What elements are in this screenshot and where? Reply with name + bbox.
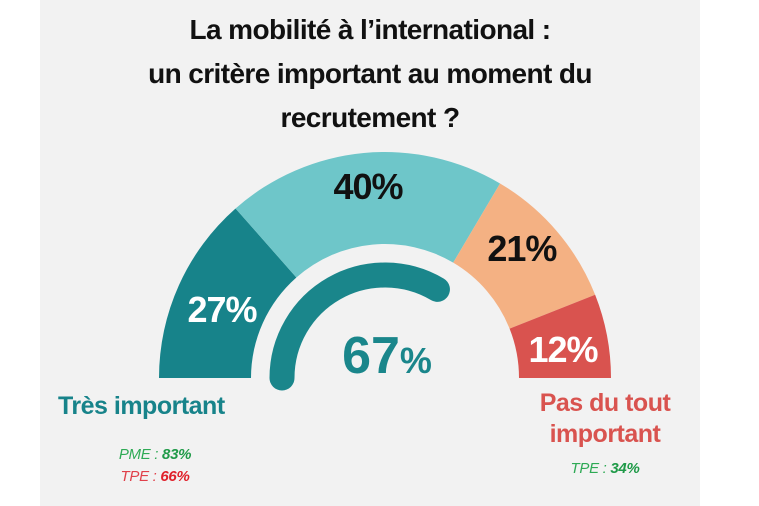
- right-label-line-2: important: [549, 420, 661, 448]
- title-line-1: La mobilité à l’international :: [189, 14, 552, 45]
- data-label-4: 12%: [528, 329, 598, 370]
- gauge-segment-4: [509, 294, 611, 378]
- annotation-tpe-right: TPE : 34%: [545, 460, 665, 477]
- annotation-tpe-left-value: 66%: [160, 468, 190, 485]
- gauge-value-unit: %: [400, 340, 432, 381]
- annotation-pme: PME : 83%: [95, 446, 215, 463]
- annotation-pme-prefix: PME :: [118, 446, 163, 463]
- data-label-2: 40%: [334, 166, 404, 207]
- gauge-segment-3: [453, 183, 596, 329]
- annotation-tpe-right-prefix: TPE :: [570, 460, 611, 477]
- title-line-3: recrutement ?: [280, 102, 461, 133]
- gauge-progress-arc: [269, 262, 450, 391]
- title-line-2: un critère important au moment du: [148, 58, 592, 89]
- chart-background: [40, 0, 700, 506]
- gauge-segment-1: [159, 208, 297, 378]
- left-category-label: Très important: [58, 392, 225, 420]
- gauge-value-label: 67%: [342, 327, 432, 385]
- data-label-1: 27%: [187, 289, 257, 330]
- data-label-3: 21%: [487, 228, 557, 269]
- right-category-label: Pas du tout important: [505, 388, 705, 450]
- gauge-segment-2: [235, 152, 501, 278]
- right-label-line-1: Pas du tout: [539, 389, 671, 417]
- annotation-pme-value: 83%: [162, 446, 192, 463]
- chart-title: La mobilité à l’international : un critè…: [40, 8, 700, 140]
- annotation-tpe-right-value: 34%: [610, 460, 640, 477]
- gauge-value-number: 67: [342, 327, 400, 385]
- annotation-tpe-left: TPE : 66%: [95, 468, 215, 485]
- annotation-tpe-left-prefix: TPE :: [120, 468, 161, 485]
